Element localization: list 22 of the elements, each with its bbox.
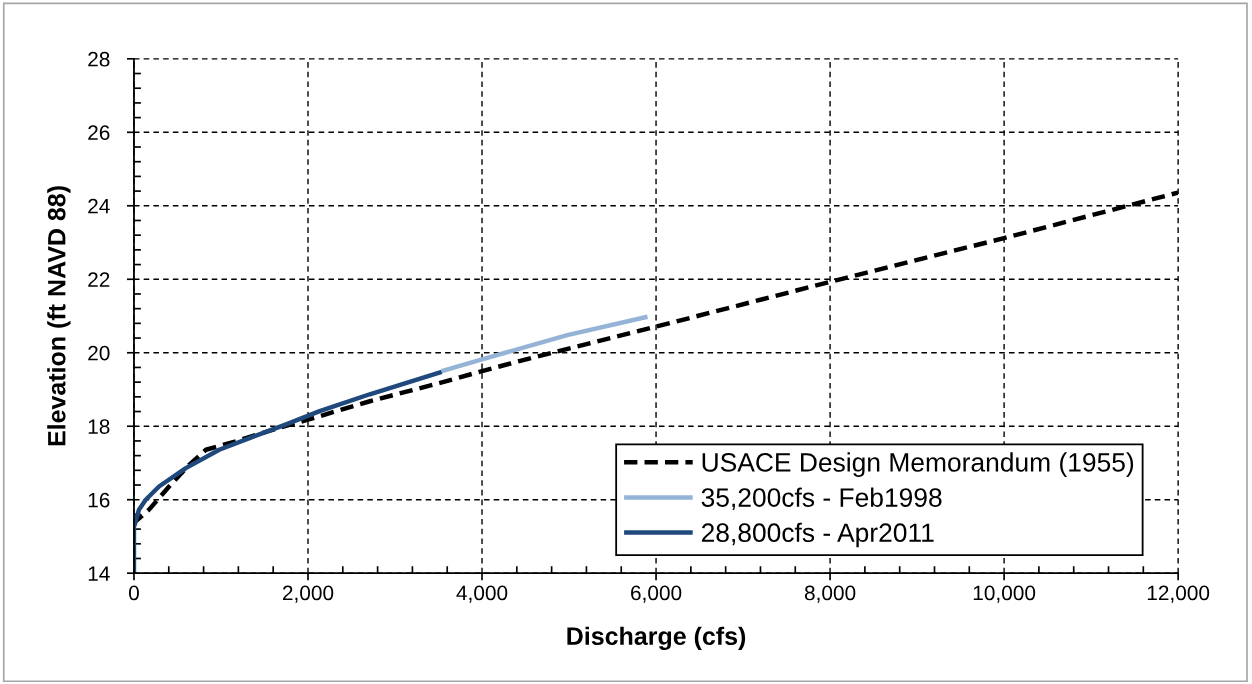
y-tick-label: 20	[88, 345, 110, 361]
y-tick-label: 28	[88, 51, 110, 67]
x-tick-label: 12,000	[1147, 585, 1210, 603]
legend-label: 28,800cfs - Apr2011	[701, 522, 934, 548]
x-tick-label: 0	[128, 585, 139, 601]
legend-label: USACE Design Memorandum (1955)	[702, 452, 1134, 477]
x-tick-label: 6,000	[631, 585, 682, 603]
y-axis-title: Elevation (ft NAVD 88)	[47, 186, 71, 446]
y-tick-label: 18	[88, 419, 110, 434]
x-tick-label: 4,000	[456, 585, 508, 603]
x-tick-label: 8,000	[804, 585, 856, 603]
y-tick-label: 26	[88, 125, 110, 141]
y-tick-label: 22	[88, 272, 110, 287]
x-tick-label: 10,000	[973, 585, 1036, 603]
y-tick-label: 16	[88, 492, 110, 508]
x-tick-label: 2,000	[282, 585, 334, 603]
y-tick-label: 24	[88, 198, 110, 214]
y-tick-label: 14	[88, 566, 110, 581]
line-series	[133, 369, 444, 574]
line-series	[439, 314, 650, 374]
x-axis-title: Discharge (cfs)	[567, 626, 746, 651]
legend-label: 35,200cfs - Feb1998	[701, 487, 942, 511]
